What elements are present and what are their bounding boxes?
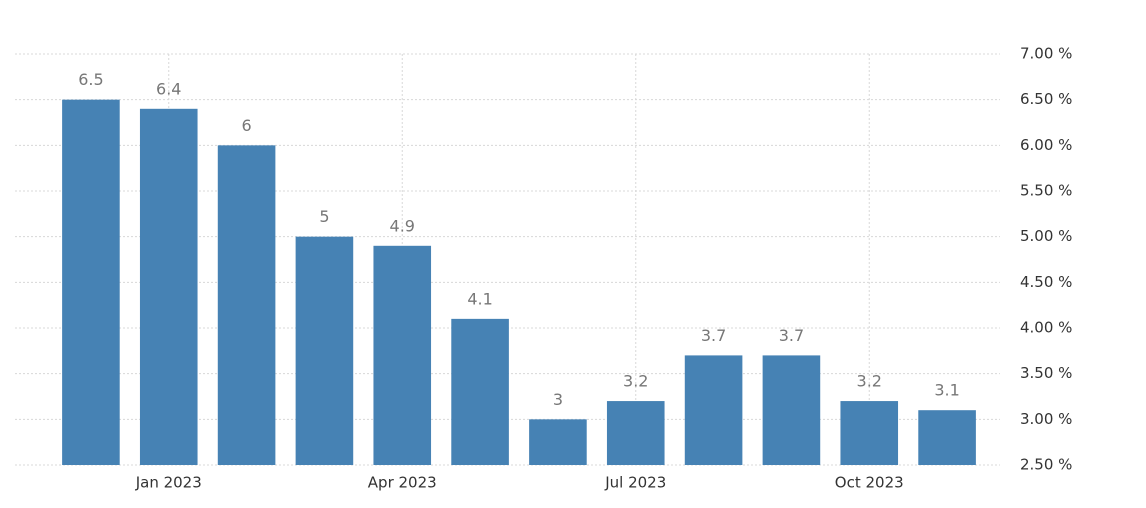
y-tick-label: 7.00 % [1020, 45, 1072, 63]
y-tick-label: 5.50 % [1020, 182, 1072, 200]
value-label: 3.7 [779, 326, 804, 345]
x-tick-label: Jan 2023 [135, 474, 202, 492]
y-tick-label: 6.50 % [1020, 90, 1072, 108]
bar [62, 99, 120, 466]
value-label: 3.7 [701, 326, 726, 345]
bar [840, 401, 899, 465]
y-tick-label: 4.50 % [1020, 273, 1072, 291]
bar [762, 355, 821, 465]
value-label: 4.1 [467, 289, 492, 308]
x-tick-label: Oct 2023 [835, 474, 904, 492]
x-tick-label: Apr 2023 [368, 474, 437, 492]
y-tick-label: 3.00 % [1020, 410, 1072, 428]
value-label: 3.2 [623, 372, 648, 391]
bar [373, 245, 432, 465]
bar [684, 355, 743, 465]
value-label: 6 [241, 116, 251, 135]
value-label: 3.1 [934, 381, 959, 400]
value-label: 3 [553, 390, 563, 409]
bar [139, 108, 198, 466]
bar [529, 419, 587, 465]
value-label: 4.9 [390, 216, 415, 235]
y-tick-label: 6.00 % [1020, 136, 1072, 154]
bar [451, 318, 509, 465]
y-tick-label: 3.50 % [1020, 364, 1072, 382]
bar [918, 410, 976, 465]
value-label: 6.5 [78, 70, 103, 89]
bar [217, 145, 276, 466]
y-tick-label: 4.00 % [1020, 319, 1072, 337]
y-tick-label: 2.50 % [1020, 456, 1072, 474]
y-tick-label: 5.00 % [1020, 227, 1072, 245]
bar [295, 236, 354, 465]
value-label: 3.2 [857, 372, 882, 391]
bar [606, 401, 665, 465]
value-label: 6.4 [156, 79, 181, 98]
value-label: 5 [319, 207, 329, 226]
x-tick-label: Jul 2023 [604, 474, 666, 492]
